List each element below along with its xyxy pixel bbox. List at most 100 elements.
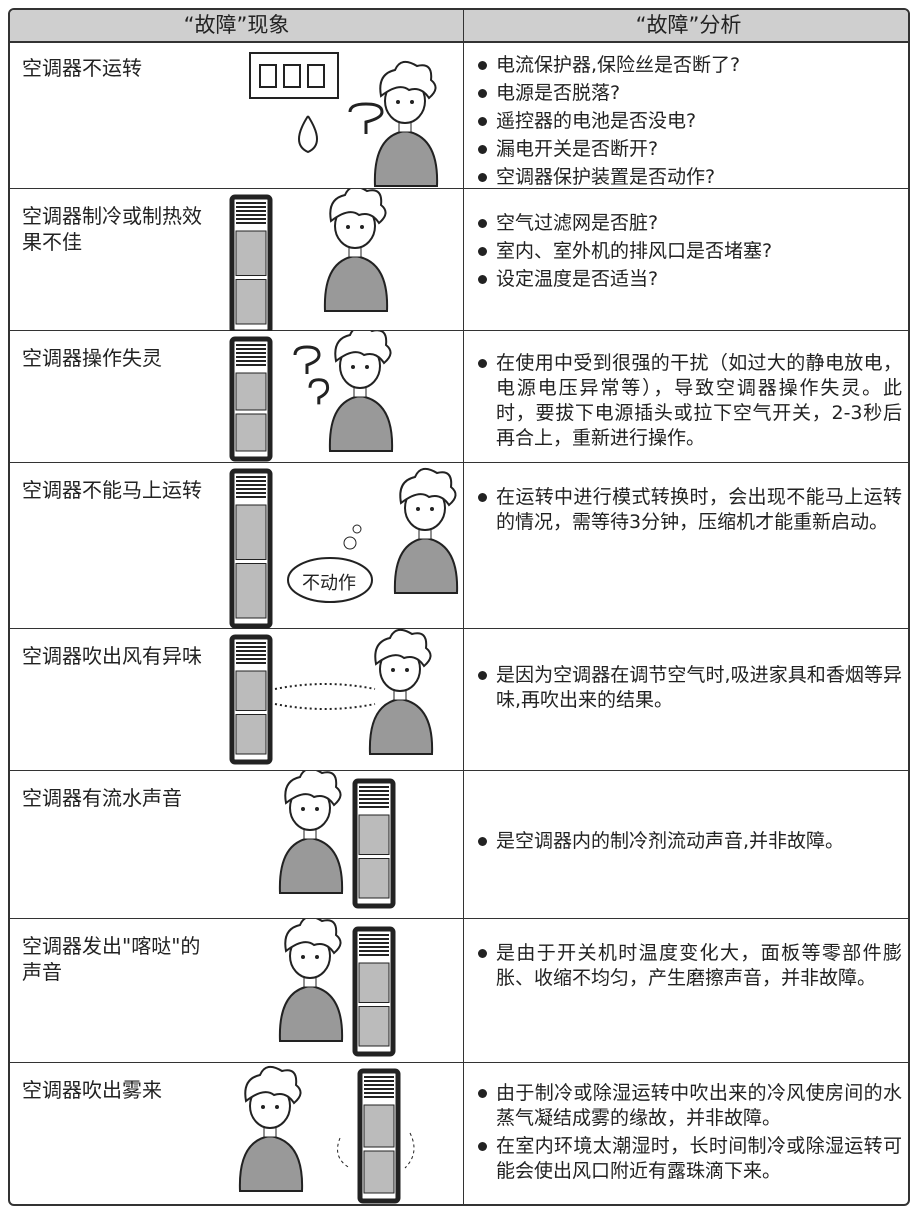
- panel: [235, 670, 267, 711]
- table-row: 空调器制冷或制热效果不佳 空气过滤网是否脏? 室内、室外机的排风口是否堵塞? 设定温度…: [10, 189, 908, 331]
- illustration: [249, 52, 439, 187]
- analysis-item: 设定温度是否适当?: [478, 267, 902, 292]
- troubleshooting-table: “故障”现象 “故障”分析 空调器不运转 电流保护器,保险丝是否断了? 电源是否脱落…: [8, 8, 910, 1206]
- analysis: 是由于开关机时温度变化大，面板等零部件膨胀、收缩不均匀，产生磨擦声音，并非故障。: [478, 941, 902, 994]
- illustration: [229, 629, 434, 765]
- item-text: 电源是否脱落?: [496, 82, 621, 104]
- bullet: [478, 671, 487, 680]
- column-divider: [463, 331, 464, 462]
- analysis: 电流保护器,保险丝是否断了? 电源是否脱落? 遥控器的电池是否没电? 漏电开关是否断开…: [478, 53, 902, 193]
- eye: [410, 100, 414, 104]
- bullet: [478, 949, 487, 958]
- person-body: [373, 129, 439, 187]
- panel: [235, 230, 267, 276]
- item-text: 漏电开关是否断开?: [496, 138, 659, 160]
- panel: [235, 563, 267, 619]
- panel: [358, 1006, 390, 1047]
- table-row: 空调器吹出风有异味是因为空调器在调节空气时,吸进家具和香烟等异味,再吹出来的结果…: [10, 629, 908, 771]
- eye: [301, 955, 305, 959]
- item-text: 在运转中进行模式转换时，会出现不能马上运转的情况，需等待3分钟，压缩机才能重新启…: [496, 486, 902, 533]
- bubble: [287, 557, 373, 603]
- eye: [346, 225, 350, 229]
- person-body: [238, 1134, 304, 1192]
- eye: [430, 507, 434, 511]
- bubble-dot: [352, 524, 362, 534]
- analysis: 在使用中受到很强的干扰（如过大的静电放电，电源电压异常等），导致空调器操作失灵。…: [478, 351, 902, 454]
- person-body: [393, 536, 459, 594]
- analysis-item: 在使用中受到很强的干扰（如过大的静电放电，电源电压异常等），导致空调器操作失灵。…: [478, 351, 902, 451]
- analysis: 是空调器内的制冷剂流动声音,并非故障。: [478, 829, 902, 857]
- digit: [283, 64, 301, 88]
- eye: [416, 507, 420, 511]
- digit: [307, 64, 325, 88]
- mist: [337, 1132, 415, 1169]
- eye: [261, 1105, 265, 1109]
- table-row: 空调器操作失灵 在使用中受到很强的干扰（如过大的静电放电，电源电压异常等），导致空…: [10, 331, 908, 463]
- eye: [360, 225, 364, 229]
- column-divider: [463, 189, 464, 330]
- hair: [379, 60, 437, 100]
- bullet: [478, 117, 487, 126]
- hair: [399, 467, 457, 507]
- hair: [284, 771, 342, 807]
- analysis-item: 是因为空调器在调节空气时,吸进家具和香烟等异味,再吹出来的结果。: [478, 663, 902, 713]
- person-body: [328, 394, 394, 452]
- question-mark: [293, 345, 321, 374]
- analysis-item: 是空调器内的制冷剂流动声音,并非故障。: [478, 829, 902, 854]
- panel: [363, 1104, 395, 1148]
- analysis-item: 室内、室外机的排风口是否堵塞?: [478, 239, 902, 264]
- person-body: [323, 254, 389, 312]
- table-row: 空调器发出"喀哒"的声音 是由于开关机时温度变化大，面板等零部件膨胀、收缩不均匀，…: [10, 919, 908, 1063]
- table-row: 空调器吹出雾来 由于制冷或除湿运转中吹出来的冷风使房间的水蒸气凝结成雾的缘故，并非…: [10, 1063, 908, 1204]
- eye: [315, 955, 319, 959]
- symptom: 空调器不能马上运转: [22, 478, 202, 502]
- symptom: 空调器吹出风有异味: [22, 644, 202, 668]
- symptom: 空调器制冷或制热效果不佳: [22, 204, 202, 254]
- item-text: 在使用中受到很强的干扰（如过大的静电放电，电源电压异常等），导致空调器操作失灵。…: [496, 352, 902, 449]
- panel: [358, 962, 390, 1003]
- bullet: [478, 1142, 487, 1151]
- bubble-dot: [343, 536, 357, 550]
- item-text: 是因为空调器在调节空气时,吸进家具和香烟等异味,再吹出来的结果。: [496, 664, 902, 711]
- table-row: 空调器不运转 电流保护器,保险丝是否断了? 电源是否脱落? 遥控器的电池是否没电? 漏电…: [10, 41, 908, 189]
- eye: [396, 100, 400, 104]
- header-cell: “故障”分析: [463, 10, 908, 43]
- bullet: [478, 145, 487, 154]
- column-divider: [463, 771, 464, 918]
- bullet: [478, 275, 487, 284]
- hair: [329, 189, 387, 225]
- item-text: 空调器保护装置是否动作?: [496, 166, 716, 188]
- bullet: [478, 89, 487, 98]
- illustration: [229, 467, 459, 629]
- panel: [235, 372, 267, 411]
- item-text: 遥控器的电池是否没电?: [496, 110, 697, 132]
- panel: [235, 413, 267, 452]
- eye: [275, 1105, 279, 1109]
- eye: [391, 668, 395, 672]
- header-cell: “故障”现象: [10, 10, 463, 43]
- analysis-item: 空调器保护装置是否动作?: [478, 165, 902, 190]
- illustration: [229, 331, 394, 462]
- bullet: [478, 61, 487, 70]
- analysis: 由于制冷或除湿运转中吹出来的冷风使房间的水蒸气凝结成雾的缘故，并非故障。 在室内环…: [478, 1081, 902, 1187]
- item-text: 是空调器内的制冷剂流动声音,并非故障。: [496, 830, 845, 852]
- analysis-item: 在室内环境太潮湿时，长时间制冷或除湿运转可能会使出风口附近有露珠滴下来。: [478, 1134, 902, 1184]
- airflow: [274, 683, 376, 710]
- analysis-item: 电流保护器,保险丝是否断了?: [478, 53, 902, 78]
- question-mark: [348, 102, 384, 134]
- hair: [284, 919, 342, 955]
- drop: [298, 115, 318, 154]
- panel: [363, 1150, 395, 1194]
- illustration: [229, 189, 389, 331]
- illustration: [278, 919, 396, 1057]
- bullet: [478, 493, 487, 502]
- table-row: 空调器有流水声音 是空调器内的制冷剂流动声音,并非故障。: [10, 771, 908, 919]
- item-text: 设定温度是否适当?: [496, 268, 659, 290]
- hair: [244, 1065, 302, 1105]
- analysis: 是因为空调器在调节空气时,吸进家具和香烟等异味,再吹出来的结果。: [478, 663, 902, 716]
- hair: [334, 331, 392, 365]
- analysis-item: 在运转中进行模式转换时，会出现不能马上运转的情况，需等待3分钟，压缩机才能重新启…: [478, 485, 902, 535]
- person-body: [278, 836, 344, 894]
- eye: [365, 365, 369, 369]
